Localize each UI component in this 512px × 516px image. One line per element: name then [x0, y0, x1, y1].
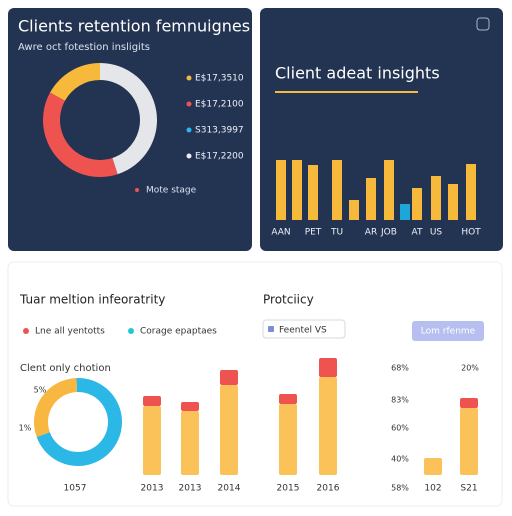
- title: Client adeat insights: [275, 64, 440, 83]
- bar: [384, 160, 394, 220]
- bar: [448, 184, 458, 220]
- x-tick-label: 2014: [218, 484, 241, 494]
- annotation: 1%: [19, 424, 32, 433]
- pie-segment: [36, 378, 122, 466]
- x-tick-label: AT: [412, 228, 423, 238]
- x-tick-label: PET: [305, 228, 322, 238]
- button-label: Lom rfenme: [421, 327, 476, 337]
- bar: [412, 188, 422, 220]
- legend-dot: [186, 101, 192, 107]
- x-tick-label: HOT: [461, 228, 481, 238]
- legend-label: E$17,2200: [195, 152, 244, 162]
- bar-segment: [143, 406, 161, 475]
- x-tick-label: US: [430, 228, 443, 238]
- bar-segment: [460, 408, 478, 475]
- x-tick-label: AR: [365, 228, 377, 238]
- section-title: Protciicy: [263, 293, 314, 307]
- dropdown[interactable]: [262, 319, 346, 339]
- axis-label: 40%: [391, 455, 409, 464]
- panel: [7, 261, 503, 507]
- subtitle: Awre oct fotestion insligits: [18, 42, 150, 53]
- annotation-dot: [135, 188, 139, 192]
- x-label: 1057: [64, 484, 87, 494]
- legend-dot: [23, 328, 29, 334]
- axis-label: 58%: [391, 484, 409, 493]
- legend-label: Lne all yentotts: [35, 327, 105, 337]
- button[interactable]: [412, 321, 484, 341]
- legend-label: E$17,2100: [195, 100, 244, 110]
- bar-segment: [319, 377, 337, 475]
- bar-segment: [143, 396, 161, 406]
- bar: [431, 176, 441, 220]
- bar: [332, 160, 342, 220]
- title: Tuar meltion infeoratrity: [19, 293, 165, 307]
- x-tick-label: TU: [330, 228, 343, 238]
- legend-label: S313,3997: [195, 126, 244, 136]
- x-tick-label: 102: [424, 484, 441, 494]
- bar-segment: [181, 411, 199, 475]
- legend-dot: [186, 75, 192, 81]
- pie-segment: [100, 63, 157, 175]
- axis-label: 68%: [391, 364, 409, 373]
- donut-label: Clent only chotion: [20, 363, 111, 374]
- axis-label: 60%: [391, 424, 409, 433]
- bar-segment: [279, 404, 297, 475]
- x-tick-label: 2015: [277, 484, 300, 494]
- bar: [276, 160, 286, 220]
- title: Clients retention femnuignes: [18, 17, 250, 36]
- bar-segment: [220, 385, 238, 475]
- bar: [466, 164, 476, 220]
- legend-dot: [186, 153, 192, 159]
- bar: [366, 178, 376, 220]
- bar: [308, 165, 318, 220]
- dropdown-icon: [268, 326, 274, 332]
- pie-segment: [33, 378, 77, 438]
- legend-dot: [186, 127, 192, 133]
- axis-label: 83%: [391, 396, 409, 405]
- annotation: Mote stage: [146, 186, 197, 196]
- bar: [292, 160, 302, 220]
- legend-dot: [128, 328, 134, 334]
- bar-segment: [181, 402, 199, 411]
- x-tick-label: S21: [460, 484, 477, 494]
- bar: [400, 204, 410, 220]
- axis-label: 20%: [461, 364, 479, 373]
- annotation: 5%: [34, 386, 47, 395]
- x-tick-label: 2013: [141, 484, 164, 494]
- legend-label: E$17,3510: [195, 74, 244, 84]
- x-tick-label: AAN: [271, 228, 290, 238]
- pie-segment: [50, 63, 100, 101]
- panel: [260, 8, 503, 251]
- legend-label: Corage epaptaes: [140, 327, 217, 337]
- x-tick-label: JOB: [380, 228, 397, 238]
- bar-segment: [220, 370, 238, 385]
- x-tick-label: 2013: [179, 484, 202, 494]
- bar-segment: [319, 358, 337, 377]
- bar-segment: [460, 398, 478, 408]
- bar-segment: [279, 394, 297, 404]
- bar: [349, 200, 359, 220]
- bar-segment: [424, 458, 442, 475]
- pie-segment: [42, 92, 118, 177]
- panel: [8, 8, 252, 251]
- dropdown-label: Feentel VS: [279, 326, 327, 336]
- x-tick-label: 2016: [317, 484, 340, 494]
- icon[interactable]: [476, 17, 490, 31]
